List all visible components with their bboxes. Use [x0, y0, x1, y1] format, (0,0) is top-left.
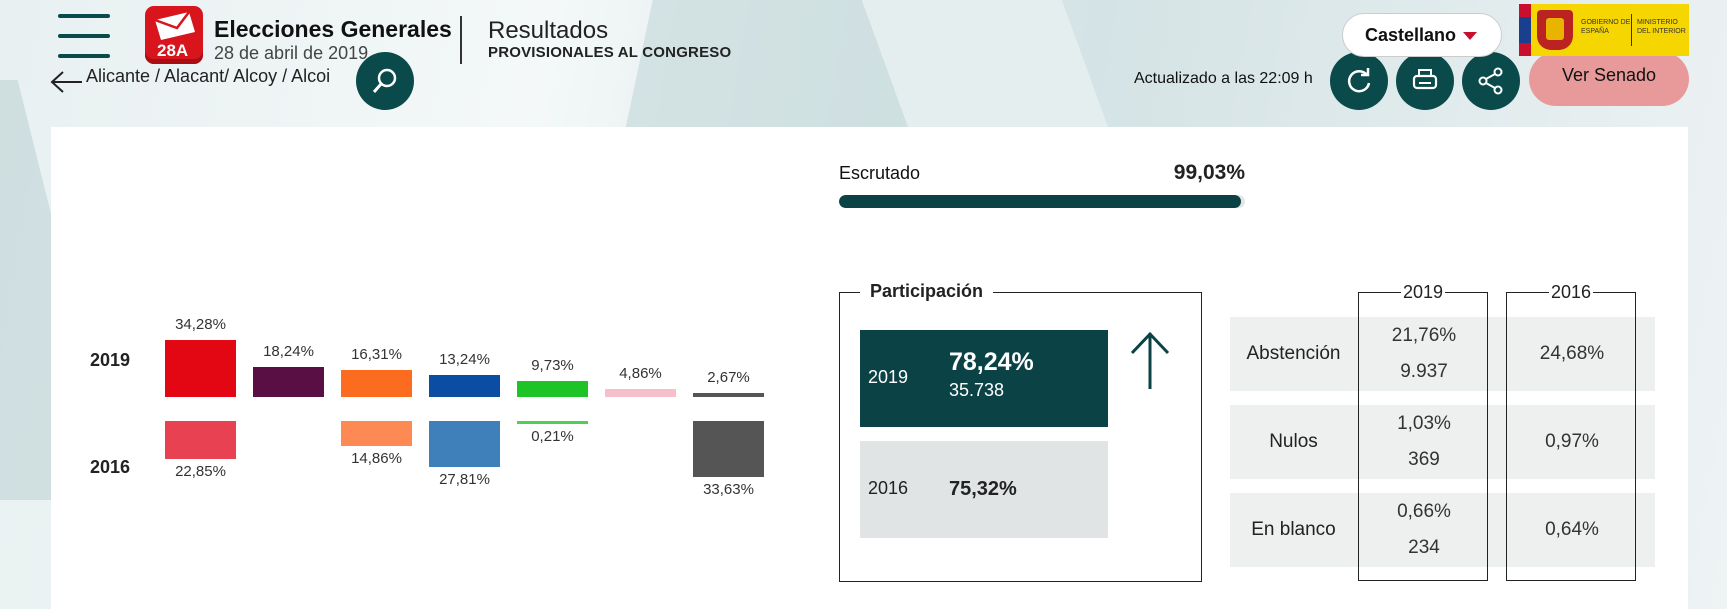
- gov-logo-text-2: MINISTERIO DEL INTERIOR: [1637, 19, 1686, 35]
- bar-label-2019: 18,24%: [263, 342, 314, 360]
- stats-row-abstencion: Abstención 21,76% 9.937 24,68%: [1230, 317, 1655, 391]
- year-label-2019: 2019: [90, 350, 131, 370]
- coat-of-arms-icon: [1537, 10, 1573, 50]
- bar-2016[interactable]: [693, 421, 764, 477]
- bar-label-2019: 16,31%: [351, 345, 402, 363]
- bar-label-2019: 4,86%: [619, 364, 662, 382]
- subtitle-detail: PROVISIONALES AL CONGRESO: [488, 44, 732, 61]
- app-title: Elecciones Generales: [214, 16, 452, 42]
- election-logo[interactable]: 28A: [145, 6, 203, 64]
- participacion-votes: 35.738: [949, 380, 1005, 400]
- bar-label-2016: 22,85%: [175, 462, 226, 480]
- stat-label: En blanco: [1251, 519, 1336, 540]
- stat-label: Nulos: [1269, 431, 1318, 452]
- escrutado-progress-fill: [839, 195, 1242, 208]
- header-divider: [460, 16, 462, 64]
- print-button[interactable]: [1396, 52, 1454, 110]
- menu-icon[interactable]: [58, 14, 110, 60]
- party-results-chart: 2019 2016 34,28% 22,85% 18,24% 16,31% 14,86%…: [51, 127, 811, 609]
- refresh-button[interactable]: [1330, 52, 1388, 110]
- bar-label-2019: 9,73%: [531, 356, 574, 374]
- bar-label-2016: 0,21%: [531, 428, 574, 445]
- stat-2019-pct: 21,76%: [1391, 325, 1457, 346]
- refresh-icon: [1347, 68, 1371, 93]
- participacion-pct: 75,32%: [949, 478, 1017, 500]
- escrutado-value: 99,03%: [1173, 161, 1245, 184]
- bar-2019[interactable]: [341, 369, 412, 397]
- bar-label-2019: 13,24%: [439, 351, 490, 369]
- breadcrumb[interactable]: Alicante / Alacant/ Alcoy / Alcoi: [86, 66, 331, 86]
- language-label: Castellano: [1365, 25, 1457, 45]
- bar-label-2019: 34,28%: [175, 316, 226, 334]
- stats-row-nulos: Nulos 1,03% 369 0,97%: [1230, 405, 1655, 479]
- stats-column-2019: 2019: [1358, 282, 1488, 581]
- stat-2016-pct: 0,64%: [1545, 519, 1599, 540]
- participacion-panel: Participación 2019 78,24% 35.738 2016 75…: [839, 281, 1202, 582]
- bar-2019[interactable]: [605, 388, 676, 397]
- stats-row-en-blanco: En blanco 0,66% 234 0,64%: [1230, 493, 1655, 567]
- print-icon: [1412, 69, 1438, 90]
- back-arrow-icon[interactable]: [50, 70, 84, 94]
- election-date: 28 de abril de 2019: [214, 43, 369, 63]
- arrow-up-icon: [1130, 331, 1170, 389]
- stats-year-2016: 2016: [1548, 282, 1594, 302]
- ver-senado-label: Ver Senado: [1561, 65, 1657, 85]
- participacion-row-2019: 2019 78,24% 35.738: [860, 330, 1108, 427]
- toolbar: Alicante / Alacant/ Alcoy / Alcoi Actual…: [0, 52, 1727, 118]
- stats-year-2019: 2019: [1400, 282, 1446, 302]
- stat-2019-num: 9.937: [1400, 361, 1448, 382]
- participacion-year: 2019: [868, 367, 909, 387]
- share-button[interactable]: [1462, 52, 1520, 110]
- bar-2016[interactable]: [517, 421, 588, 424]
- language-select[interactable]: Castellano: [1342, 13, 1502, 57]
- stats-table: Abstención 21,76% 9.937 24,68% Nulos 1,0…: [1230, 282, 1660, 584]
- participacion-pct: 78,24%: [949, 348, 1034, 376]
- flag-icon: [1519, 4, 1531, 56]
- escrutado-progress: [839, 195, 1245, 208]
- escrutado-label: Escrutado: [839, 163, 921, 183]
- bar-label-2016: 33,63%: [703, 480, 754, 498]
- bar-2016[interactable]: [165, 421, 236, 459]
- ver-senado-button[interactable]: Ver Senado: [1529, 52, 1689, 106]
- stat-2019-num: 369: [1408, 449, 1440, 470]
- bar-label-2019: 2,67%: [707, 368, 750, 386]
- year-label-2016: 2016: [90, 457, 131, 477]
- bar-label-2016: 14,86%: [351, 449, 402, 467]
- stat-2016-pct: 0,97%: [1545, 431, 1599, 452]
- stat-2019-pct: 1,03%: [1397, 413, 1451, 434]
- share-icon: [1478, 67, 1503, 95]
- gov-logo-text-1: GOBIERNO DE ESPAÑA: [1581, 19, 1631, 35]
- bar-2019[interactable]: [253, 366, 324, 397]
- subtitle-block: Resultados PROVISIONALES AL CONGRESO: [488, 17, 732, 62]
- government-logo: GOBIERNO DE ESPAÑA MINISTERIO DEL INTERI…: [1519, 4, 1689, 56]
- bar-2019[interactable]: [165, 340, 236, 397]
- bar-2016[interactable]: [429, 421, 500, 468]
- bar-2019[interactable]: [517, 380, 588, 397]
- stat-label: Abstención: [1246, 343, 1341, 364]
- stat-2016-pct: 24,68%: [1539, 343, 1605, 364]
- participacion-year: 2016: [868, 478, 909, 498]
- title-block: Elecciones Generales 28 de abril de 2019: [214, 16, 452, 64]
- last-updated: Actualizado a las 22:09 h: [1134, 70, 1313, 87]
- stat-2019-num: 234: [1408, 537, 1440, 558]
- results-card: 2019 2016 34,28% 22,85% 18,24% 16,31% 14,86%…: [51, 127, 1688, 609]
- bar-2019[interactable]: [429, 375, 500, 397]
- search-icon: [372, 68, 397, 93]
- chevron-down-icon: [1463, 32, 1477, 40]
- bar-2019[interactable]: [693, 392, 764, 397]
- bar-label-2016: 27,81%: [439, 471, 490, 489]
- gov-logo-separator: [1631, 14, 1632, 46]
- bar-2016[interactable]: [341, 421, 412, 446]
- logo-text: 28A: [157, 41, 189, 60]
- subtitle: Resultados: [488, 17, 609, 44]
- envelope-icon: [154, 11, 195, 40]
- header: 28A Elecciones Generales 28 de abril de …: [0, 0, 1727, 70]
- participacion-title: Participación: [860, 281, 994, 302]
- search-button[interactable]: [356, 52, 414, 110]
- stat-2019-pct: 0,66%: [1397, 501, 1451, 522]
- stats-column-2016: 2016: [1506, 282, 1636, 581]
- participacion-row-2016: 2016 75,32%: [860, 441, 1108, 538]
